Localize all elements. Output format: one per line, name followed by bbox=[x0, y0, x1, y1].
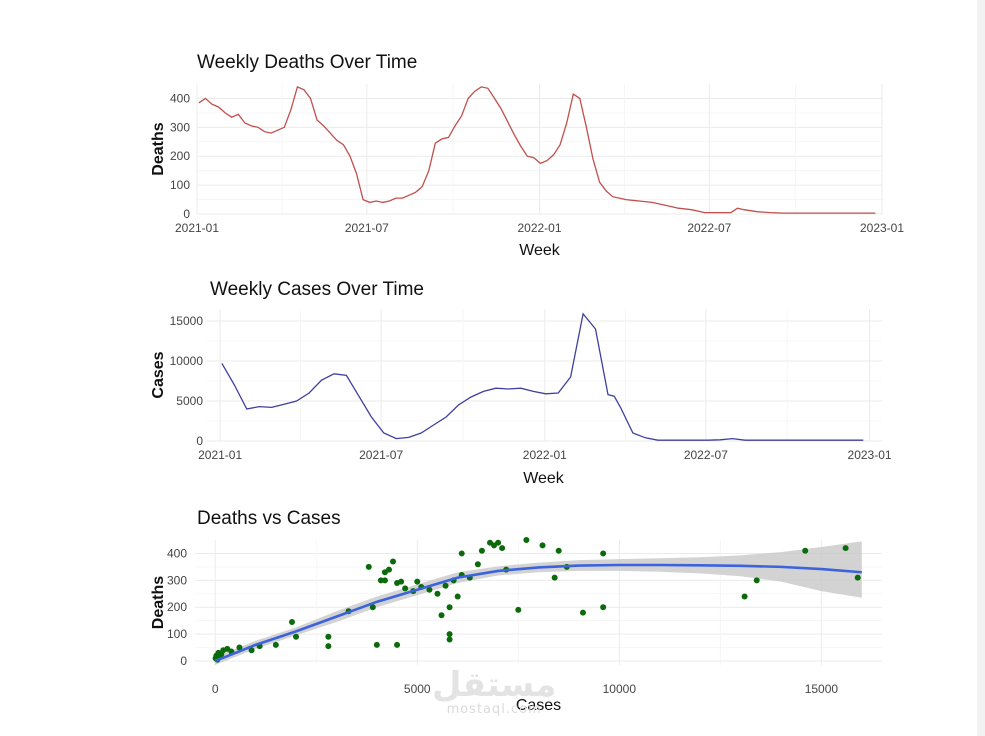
scatter-points bbox=[212, 537, 861, 663]
y-tick-label: 400 bbox=[167, 546, 187, 560]
data-point bbox=[394, 641, 401, 648]
data-point bbox=[293, 633, 300, 640]
x-tick-label: 2022-07 bbox=[687, 221, 731, 235]
x-tick-label: 10000 bbox=[603, 682, 637, 696]
series-line bbox=[198, 86, 876, 214]
series-line bbox=[221, 312, 864, 441]
data-point bbox=[499, 545, 506, 552]
data-point bbox=[402, 585, 409, 592]
data-point bbox=[373, 641, 380, 648]
x-tick-label: 2021-07 bbox=[345, 221, 389, 235]
data-point bbox=[369, 604, 376, 611]
x-tick-label: 2022-01 bbox=[523, 448, 567, 462]
data-point bbox=[248, 647, 255, 654]
y-axis-label: Deaths bbox=[150, 576, 167, 629]
data-point bbox=[365, 563, 372, 570]
data-point bbox=[446, 604, 453, 611]
x-tick-label: 2022-01 bbox=[517, 221, 561, 235]
data-point bbox=[385, 566, 392, 573]
x-tick-label: 2023-01 bbox=[860, 221, 904, 235]
data-point bbox=[741, 593, 748, 600]
y-tick-label: 5000 bbox=[176, 394, 203, 408]
data-point bbox=[426, 586, 433, 593]
data-point bbox=[579, 609, 586, 616]
x-axis-label: Week bbox=[519, 242, 561, 259]
y-tick-label: 0 bbox=[183, 207, 190, 221]
chart-title: Deaths vs Cases bbox=[197, 508, 341, 529]
y-tick-label: 200 bbox=[170, 149, 190, 163]
data-point bbox=[551, 574, 558, 581]
y-axis-label: Deaths bbox=[150, 122, 167, 175]
data-point bbox=[515, 606, 522, 613]
x-tick-label: 2021-01 bbox=[198, 448, 242, 462]
data-point bbox=[753, 577, 760, 584]
data-point bbox=[495, 539, 502, 546]
x-tick-label: 0 bbox=[212, 682, 219, 696]
data-point bbox=[325, 643, 332, 650]
data-point bbox=[414, 578, 421, 585]
data-point bbox=[288, 618, 295, 625]
y-tick-label: 0 bbox=[180, 654, 187, 668]
data-point bbox=[474, 561, 481, 568]
data-point bbox=[390, 558, 397, 565]
y-tick-label: 0 bbox=[196, 434, 203, 448]
data-point bbox=[600, 550, 607, 557]
smooth-line bbox=[214, 563, 862, 663]
data-point bbox=[854, 574, 861, 581]
data-point bbox=[438, 612, 445, 619]
data-point bbox=[381, 577, 388, 584]
chart-panel-3: 0 100 200 300 400 0 5000 10000 15000 Deaths vs Ca… bbox=[150, 508, 882, 714]
data-point bbox=[555, 547, 562, 554]
data-point bbox=[446, 636, 453, 643]
y-tick-label: 100 bbox=[170, 178, 190, 192]
x-tick-label: 2021-01 bbox=[175, 221, 219, 235]
data-point bbox=[539, 542, 546, 549]
confidence-ribbon bbox=[215, 541, 862, 665]
data-point bbox=[458, 550, 465, 557]
data-point bbox=[842, 545, 849, 552]
chart-title: Weekly Deaths Over Time bbox=[197, 52, 417, 73]
data-point bbox=[272, 641, 279, 648]
chart-title: Weekly Cases Over Time bbox=[210, 279, 424, 300]
y-tick-label: 15000 bbox=[170, 314, 204, 328]
data-point bbox=[600, 604, 607, 611]
x-tick-label: 15000 bbox=[805, 682, 839, 696]
y-tick-label: 10000 bbox=[170, 354, 204, 368]
data-point bbox=[236, 644, 243, 651]
x-axis-label: Week bbox=[523, 470, 565, 487]
y-tick-label: 300 bbox=[167, 573, 187, 587]
y-tick-label: 300 bbox=[170, 120, 190, 134]
x-tick-label: 2022-07 bbox=[684, 448, 728, 462]
x-axis-label: Cases bbox=[516, 697, 561, 714]
y-tick-label: 200 bbox=[167, 600, 187, 614]
data-point bbox=[523, 537, 530, 543]
y-axis-label: Cases bbox=[150, 351, 167, 398]
data-point bbox=[398, 578, 405, 585]
y-tick-label: 400 bbox=[170, 91, 190, 105]
right-edge-strip bbox=[977, 0, 985, 736]
data-point bbox=[434, 590, 441, 597]
grid bbox=[195, 540, 882, 665]
data-point bbox=[325, 633, 332, 640]
x-tick-label: 5000 bbox=[404, 682, 431, 696]
data-point bbox=[802, 547, 809, 554]
y-tick-label: 100 bbox=[167, 627, 187, 641]
grid bbox=[196, 84, 883, 215]
data-point bbox=[478, 547, 485, 554]
chart-panel-1: 0 100 200 300 400 2021-01 2021-07 2022-01 2022-0… bbox=[150, 52, 904, 259]
data-point bbox=[454, 593, 461, 600]
chart-panel-2: 0 5000 10000 15000 2021-01 2021-07 2022-01 2022… bbox=[150, 279, 892, 487]
x-tick-label: 2021-07 bbox=[359, 448, 403, 462]
x-tick-label: 2023-01 bbox=[848, 448, 892, 462]
data-point bbox=[442, 582, 449, 589]
data-point bbox=[446, 631, 453, 638]
grid bbox=[205, 309, 882, 442]
